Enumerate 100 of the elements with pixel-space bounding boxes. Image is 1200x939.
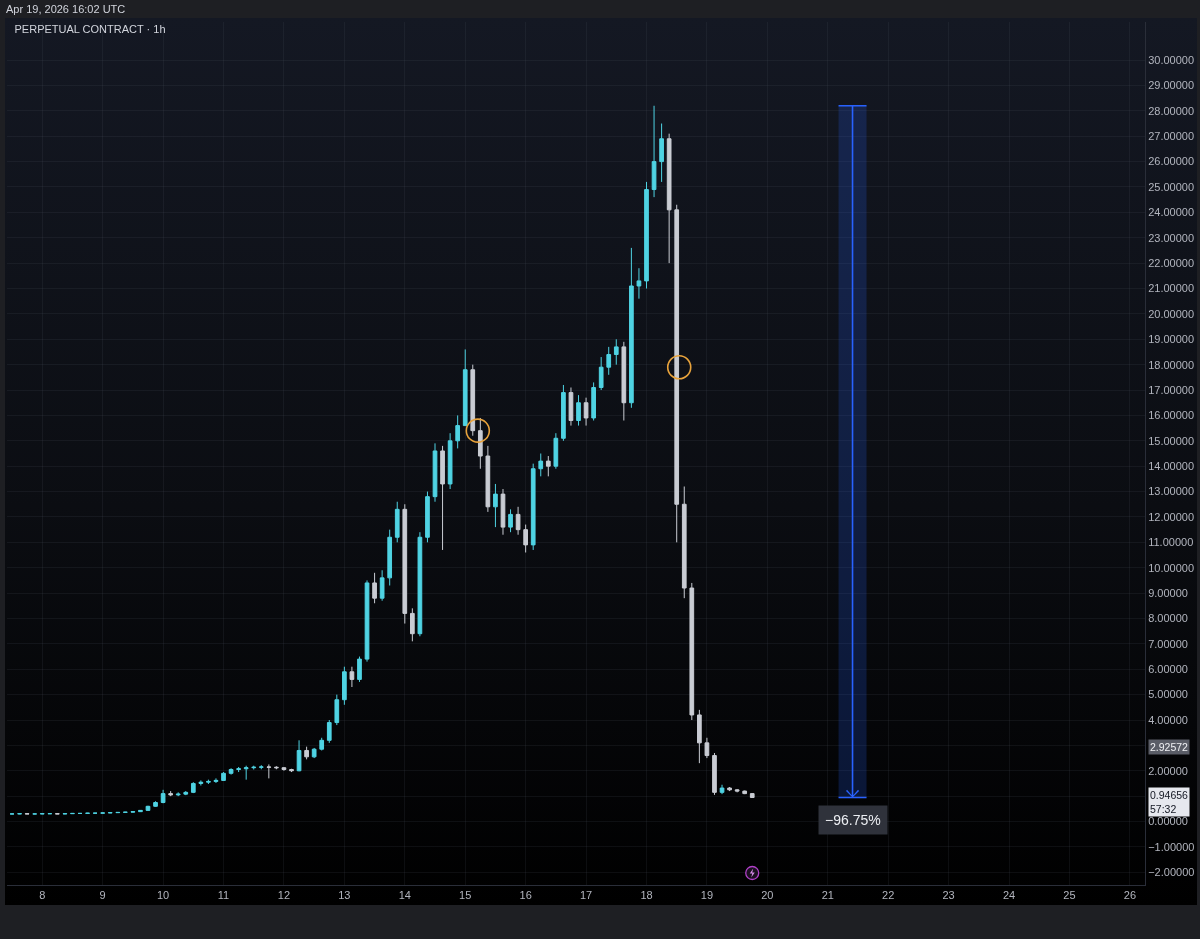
candlestick <box>561 384 566 442</box>
candlestick <box>477 417 483 470</box>
y-tick-label: 14.00000 <box>1148 460 1195 473</box>
candlestick <box>447 432 453 490</box>
candlestick <box>719 784 725 795</box>
y-tick-label: 10.00000 <box>1148 561 1195 574</box>
candlestick <box>326 719 332 744</box>
candlestick <box>39 812 45 815</box>
candlestick <box>372 572 377 604</box>
x-tick-label: 17 <box>579 889 593 902</box>
y-tick-label: 21.00000 <box>1148 282 1195 295</box>
x-tick-label: 12 <box>277 889 291 902</box>
candlestick <box>500 488 506 536</box>
x-tick-label: 16 <box>519 889 532 902</box>
candlestick <box>402 503 408 625</box>
candlestick <box>258 764 264 770</box>
chart-title: PERPETUAL CONTRACT · 1h <box>14 22 166 35</box>
candlestick <box>107 811 113 814</box>
candlestick <box>621 341 627 421</box>
candlestick <box>749 792 755 799</box>
text: Apr 19, 2026 16:02 UTC <box>6 2 126 16</box>
y-tick-label: 19.00000 <box>1148 333 1195 346</box>
candlestick <box>175 791 181 797</box>
x-tick-label: 22 <box>882 889 895 902</box>
candlestick <box>644 181 649 290</box>
y-tick-label: 23.00000 <box>1148 231 1195 244</box>
y-tick-label: 2.00000 <box>1148 764 1188 777</box>
y-tick-label: 8.00000 <box>1148 612 1188 625</box>
x-tick-label: 26 <box>1123 889 1137 902</box>
x-tick-label: 11 <box>217 889 230 902</box>
candlestick <box>357 656 362 683</box>
candlestick <box>417 531 423 637</box>
candlestick <box>364 579 370 663</box>
candlestick <box>681 486 687 599</box>
candlestick <box>206 779 211 785</box>
candlestick <box>62 812 68 815</box>
y-tick-label: 25.00000 <box>1148 180 1195 193</box>
y-tick-label: 13.00000 <box>1148 485 1195 498</box>
y-tick-label: 6.00000 <box>1148 663 1188 676</box>
x-tick-label: 24 <box>1002 889 1016 902</box>
candlestick <box>160 789 166 804</box>
text: 2.92572 <box>1150 741 1189 753</box>
candlestick <box>515 506 521 536</box>
candlestick <box>727 786 732 792</box>
candlestick <box>304 746 309 760</box>
candlestick <box>734 788 740 793</box>
y-tick-label: 27.00000 <box>1148 130 1195 143</box>
x-tick-label: 23 <box>942 889 955 902</box>
y-tick-label: 17.00000 <box>1148 383 1195 396</box>
candlestick <box>425 491 430 543</box>
candlestick <box>697 709 702 764</box>
text: 0.94656 57:32 <box>1150 789 1189 815</box>
x-tick-label: 13 <box>338 889 351 902</box>
candlestick <box>538 453 544 477</box>
candlestick <box>545 455 551 477</box>
x-tick-label: 10 <box>156 889 170 902</box>
candlestick <box>198 779 204 786</box>
candlestick <box>243 765 249 781</box>
y-tick-label: −1.00000 <box>1148 840 1195 853</box>
y-tick-label: −2.00000 <box>1148 866 1195 879</box>
candlestick <box>387 529 393 586</box>
x-tick-label: 25 <box>1063 889 1076 902</box>
candlestick <box>168 790 173 797</box>
y-tick-label: 18.00000 <box>1148 358 1195 371</box>
y-tick-label: 28.00000 <box>1148 104 1195 117</box>
x-tick-label: 9 <box>99 889 106 902</box>
candlestick <box>704 737 710 759</box>
y-tick-label: 22.00000 <box>1148 256 1195 269</box>
y-tick-label: 30.00000 <box>1148 53 1195 66</box>
y-tick-label: 16.00000 <box>1148 409 1195 422</box>
y-tick-label: 20.00000 <box>1148 307 1195 320</box>
candlestick <box>606 346 612 376</box>
candlestick <box>55 812 60 815</box>
candlestick <box>281 766 287 772</box>
x-tick-label: 19 <box>700 889 714 902</box>
y-tick-label: 26.00000 <box>1148 155 1195 168</box>
candlestick <box>190 781 196 794</box>
candlestick <box>145 805 151 812</box>
candlestick <box>523 524 528 553</box>
candlestick <box>432 442 438 503</box>
candlestick <box>462 348 468 427</box>
candlestick <box>689 582 695 721</box>
candlestick <box>296 739 302 772</box>
candlestick <box>666 133 672 264</box>
candlestick <box>508 508 513 533</box>
candlestick <box>394 501 400 543</box>
candlestick <box>221 771 226 782</box>
y-tick-label: 12.00000 <box>1148 510 1195 523</box>
candlestick <box>183 790 189 796</box>
y-tick-label: 15.00000 <box>1148 434 1195 447</box>
y-tick-label: 0.00000 <box>1148 815 1188 828</box>
x-tick-label: 20 <box>761 889 774 902</box>
y-tick-label: 11.00000 <box>1148 536 1194 549</box>
candlestick <box>636 267 642 300</box>
candlestick <box>379 569 385 602</box>
candlestick <box>342 666 347 706</box>
candlestick <box>455 414 461 449</box>
x-tick-label: 18 <box>640 889 653 902</box>
candlestick <box>674 204 680 543</box>
candlestick <box>311 747 317 759</box>
